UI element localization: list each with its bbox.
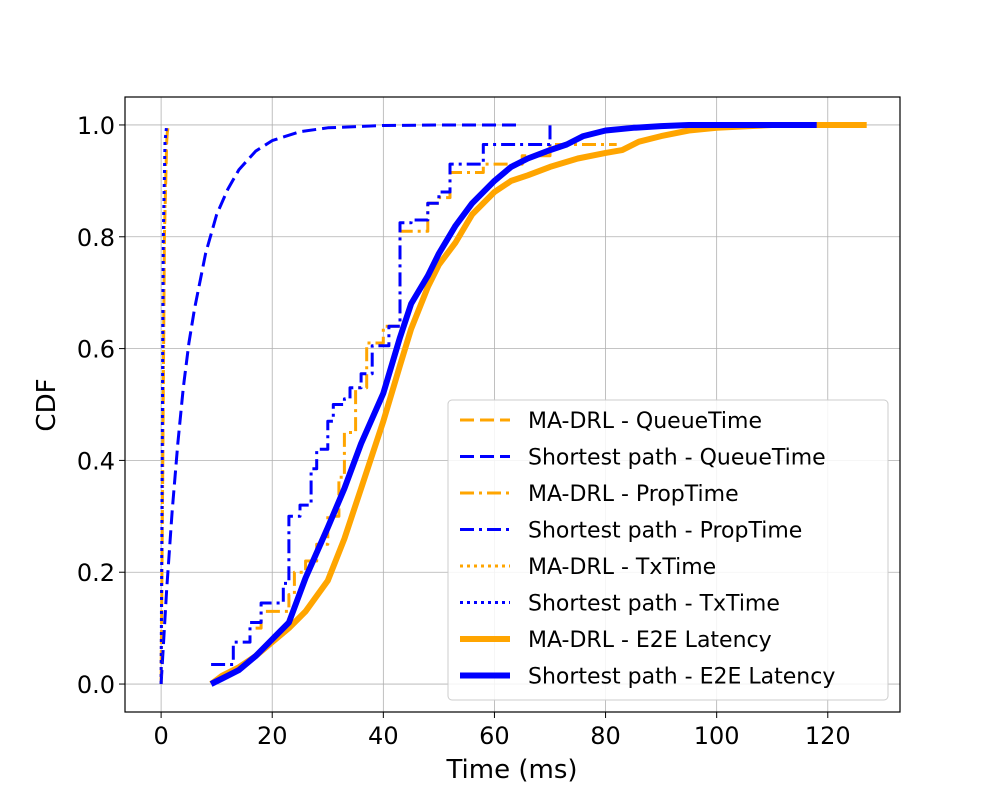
- series-line-7: [209, 122, 817, 687]
- x-axis-label: Time (ms): [445, 755, 577, 785]
- y-tick-label: 1.0: [77, 112, 115, 140]
- legend-label-0: MA-DRL - QueueTime: [528, 409, 762, 434]
- legend-label-1: Shortest path - QueueTime: [528, 446, 826, 471]
- legend-label-7: Shortest path - E2E Latency: [528, 665, 835, 690]
- legend-label-3: Shortest path - PropTime: [528, 519, 802, 544]
- x-tick-label: 20: [257, 722, 288, 750]
- legend-label-6: MA-DRL - E2E Latency: [528, 628, 772, 653]
- x-tick-label: 60: [479, 722, 510, 750]
- series-line-5: [159, 124, 169, 685]
- series-line-3: [211, 125, 552, 666]
- series-line-1: [159, 123, 517, 685]
- series-layer: [159, 122, 867, 687]
- y-tick-label: 0.0: [77, 671, 115, 699]
- legend-box: [447, 399, 889, 701]
- x-tick-label: 80: [590, 722, 621, 750]
- x-tick-label: 0: [153, 722, 168, 750]
- legend-label-4: MA-DRL - TxTime: [528, 555, 716, 580]
- x-tick-label: 120: [805, 722, 851, 750]
- y-tick-label: 0.2: [77, 559, 115, 587]
- plot-frame: [124, 96, 901, 713]
- y-tick-label: 0.8: [77, 224, 115, 252]
- legend-label-5: Shortest path - TxTime: [528, 592, 780, 617]
- y-axis: 0.0 0.2 0.4 0.6 0.8 1.0: [77, 112, 125, 699]
- y-axis-label: CDF: [32, 378, 62, 431]
- series-line-2: [255, 143, 617, 630]
- legend-label-2: MA-DRL - PropTime: [528, 482, 739, 507]
- x-axis: 0 20 40 60 80 100 120: [153, 712, 851, 750]
- series-line-6: [209, 122, 867, 687]
- legend: MA-DRL - QueueTime Shortest path - QueueT…: [447, 399, 889, 701]
- x-tick-label: 40: [368, 722, 399, 750]
- y-tick-label: 0.4: [77, 447, 115, 475]
- y-tick-label: 0.6: [77, 336, 115, 364]
- x-tick-label: 100: [694, 722, 740, 750]
